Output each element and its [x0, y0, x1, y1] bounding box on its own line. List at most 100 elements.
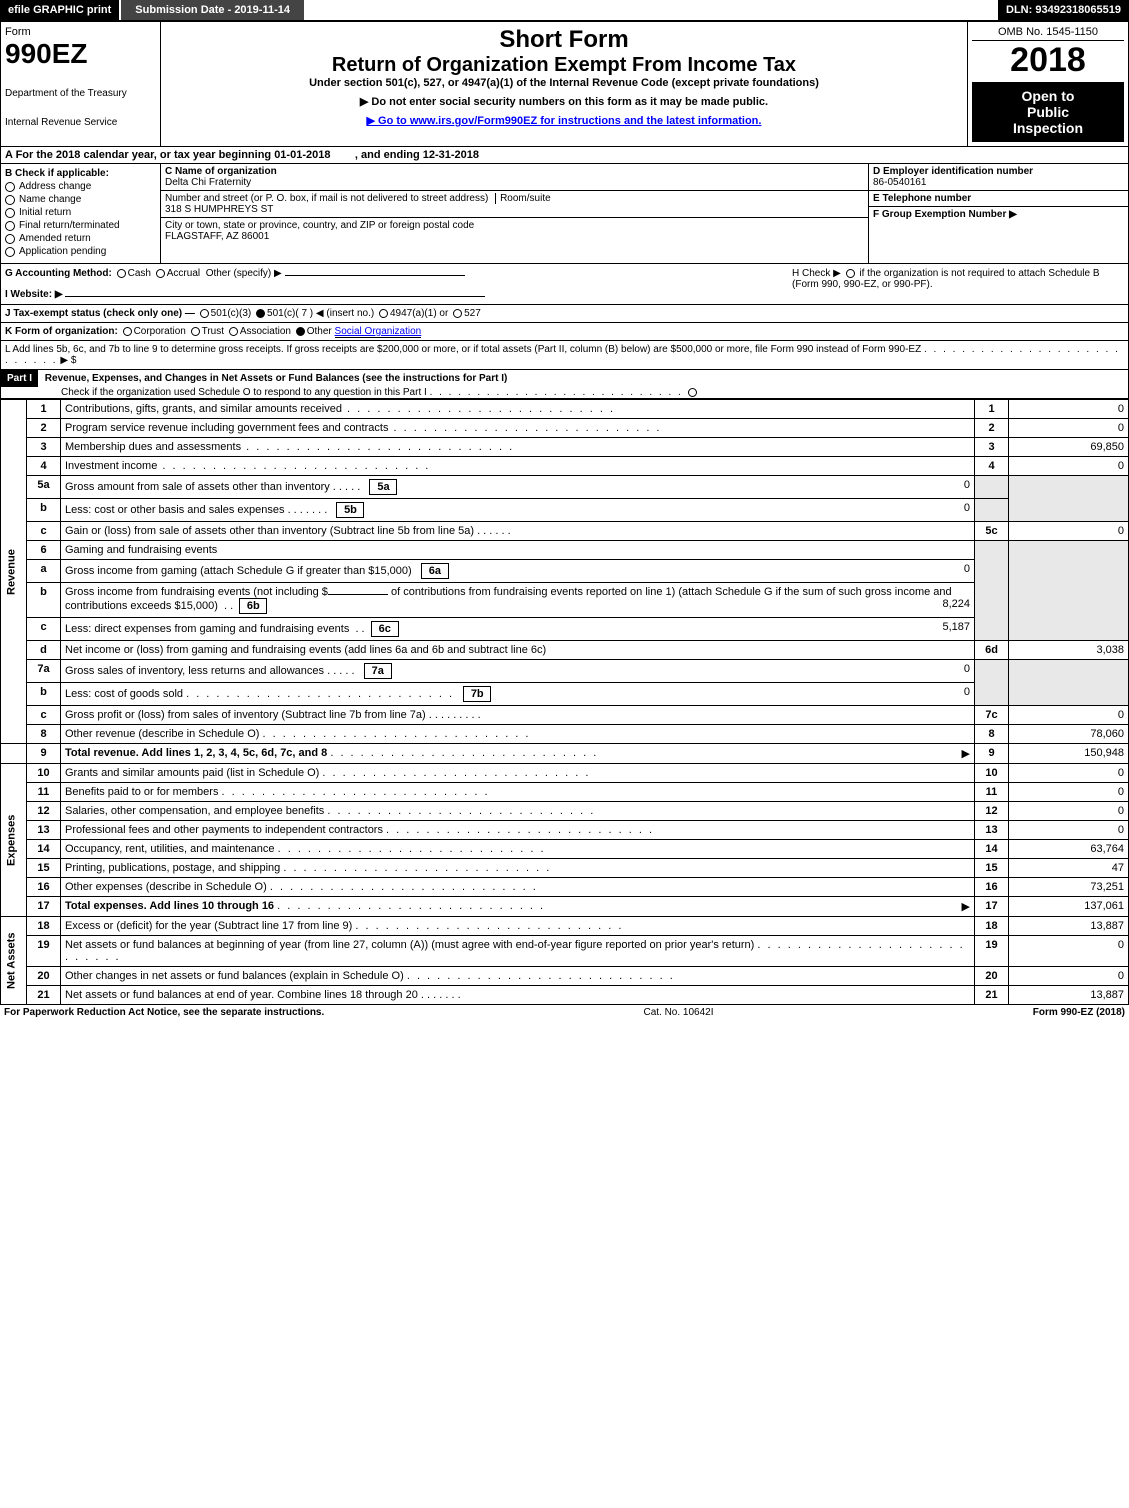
org-city-cell: City or town, state or province, country… — [161, 218, 868, 244]
footer-left: For Paperwork Reduction Act Notice, see … — [4, 1007, 324, 1018]
line-num: d — [27, 641, 61, 660]
line-num: 17 — [27, 897, 61, 917]
inner-amt: 0 — [964, 502, 970, 514]
line-amount: 0 — [1009, 522, 1129, 541]
city-label: City or town, state or province, country… — [165, 220, 864, 231]
addr-label: Number and street (or P. O. box, if mail… — [165, 193, 488, 204]
g-cash: Cash — [128, 268, 151, 279]
l-arrow: ▶ $ — [60, 355, 76, 366]
line-text: Gaming and fundraising events — [61, 541, 975, 560]
k-assoc: Association — [240, 326, 291, 337]
radio-icon[interactable] — [156, 269, 165, 278]
inner-amt: 8,224 — [942, 598, 970, 610]
chk-name-change[interactable]: Name change — [5, 194, 156, 205]
checkbox-icon[interactable] — [688, 388, 697, 397]
open-line3: Inspection — [974, 120, 1122, 136]
chk-final-return[interactable]: Final return/terminated — [5, 220, 156, 231]
blank-input[interactable] — [328, 594, 388, 595]
org-address: 318 S HUMPHREYS ST — [165, 204, 864, 215]
chk-address-change[interactable]: Address change — [5, 181, 156, 192]
netassets-side-label: Net Assets — [1, 917, 27, 1005]
header-left: Form 990EZ Department of the Treasury In… — [1, 22, 161, 146]
goto-link[interactable]: ▶ Go to www.irs.gov/Form990EZ for instru… — [165, 114, 963, 127]
line-amount: 0 — [1009, 706, 1129, 725]
radio-icon[interactable] — [379, 309, 388, 318]
g-section: G Accounting Method: Cash Accrual Other … — [1, 264, 788, 304]
line-amount: 0 — [1009, 967, 1129, 986]
radio-icon[interactable] — [200, 309, 209, 318]
line-amount: 63,764 — [1009, 840, 1129, 859]
line-ref: 20 — [975, 967, 1009, 986]
line-ref: 10 — [975, 764, 1009, 783]
line-ref: 12 — [975, 802, 1009, 821]
line-num: 1 — [27, 400, 61, 419]
line-num: 19 — [27, 936, 61, 967]
inner-ref: 6c — [371, 621, 399, 637]
line-text: Other changes in net assets or fund bala… — [61, 967, 975, 986]
radio-icon[interactable] — [453, 309, 462, 318]
line-ref: 14 — [975, 840, 1009, 859]
footer-right: Form 990-EZ (2018) — [1033, 1007, 1125, 1018]
line-ref: 18 — [975, 917, 1009, 936]
radio-icon[interactable] — [256, 309, 265, 318]
line-text: Gross income from fundraising events (no… — [61, 583, 975, 618]
room-label: Room/suite — [495, 193, 551, 204]
line-num: 9 — [27, 744, 61, 764]
line-text: Less: cost of goods sold 7b 0 — [61, 683, 975, 706]
form-header: Form 990EZ Department of the Treasury In… — [0, 21, 1129, 147]
inner-amt: 5,187 — [942, 621, 970, 633]
line-ref: 11 — [975, 783, 1009, 802]
line-amount: 78,060 — [1009, 725, 1129, 744]
header-mid: Short Form Return of Organization Exempt… — [161, 22, 968, 146]
radio-icon[interactable] — [191, 327, 200, 336]
radio-icon[interactable] — [117, 269, 126, 278]
radio-icon[interactable] — [123, 327, 132, 336]
line-text: Excess or (deficit) for the year (Subtra… — [61, 917, 975, 936]
grey-cell — [975, 499, 1009, 522]
line-text: Printing, publications, postage, and shi… — [61, 859, 975, 878]
line-text: Investment income — [61, 457, 975, 476]
chk-initial-return[interactable]: Initial return — [5, 207, 156, 218]
period-end: , and ending 12-31-2018 — [355, 149, 479, 161]
inner-ref: 6a — [421, 563, 449, 579]
line-ref: 2 — [975, 419, 1009, 438]
k-row: K Form of organization: Corporation Trus… — [0, 323, 1129, 341]
revenue-side-label: Revenue — [1, 400, 27, 744]
line-ref: 17 — [975, 897, 1009, 917]
line-num: b — [27, 583, 61, 618]
radio-icon[interactable] — [229, 327, 238, 336]
line-text: Net assets or fund balances at end of ye… — [61, 986, 975, 1005]
efile-label: efile GRAPHIC print — [0, 0, 119, 20]
k-other-value[interactable]: Social Organization — [335, 326, 422, 338]
website-input[interactable] — [65, 296, 485, 297]
f-label: F Group Exemption Number ▶ — [873, 209, 1124, 220]
grey-cell — [975, 541, 1009, 641]
line-text: Other expenses (describe in Schedule O) — [61, 878, 975, 897]
g-label: G Accounting Method: — [5, 268, 112, 279]
radio-icon[interactable] — [296, 327, 305, 336]
g-accrual: Accrual — [167, 268, 200, 279]
line-ref: 1 — [975, 400, 1009, 419]
chk-application-pending[interactable]: Application pending — [5, 246, 156, 257]
line-num: 4 — [27, 457, 61, 476]
line-text: Salaries, other compensation, and employ… — [61, 802, 975, 821]
line-text: Gain or (loss) from sale of assets other… — [61, 522, 975, 541]
line-text: Gross income from gaming (attach Schedul… — [61, 560, 975, 583]
line-num: c — [27, 618, 61, 641]
line-amount: 0 — [1009, 764, 1129, 783]
line-amount: 0 — [1009, 802, 1129, 821]
h-text3: (Form 990, 990-EZ, or 990-PF). — [792, 279, 933, 290]
part1-header: Part I Revenue, Expenses, and Changes in… — [0, 370, 1129, 399]
line-ref: 6d — [975, 641, 1009, 660]
line-ref: 19 — [975, 936, 1009, 967]
omb-number: OMB No. 1545-1150 — [972, 26, 1124, 41]
line-num: 10 — [27, 764, 61, 783]
form-label: Form — [5, 26, 156, 38]
radio-icon[interactable] — [846, 269, 855, 278]
g-other-input[interactable] — [285, 275, 465, 276]
line-num: a — [27, 560, 61, 583]
chk-amended-return[interactable]: Amended return — [5, 233, 156, 244]
line-text: Gross amount from sale of assets other t… — [61, 476, 975, 499]
ein-cell: D Employer identification number 86-0540… — [869, 164, 1128, 191]
line-text: Net income or (loss) from gaming and fun… — [61, 641, 975, 660]
